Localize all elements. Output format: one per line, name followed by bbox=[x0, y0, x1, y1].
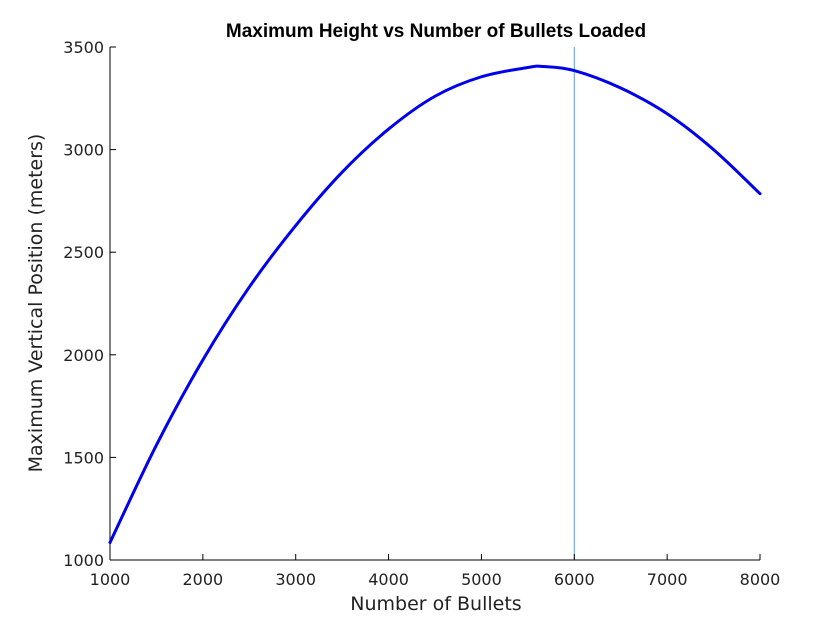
x-tick-label: 6000 bbox=[554, 570, 595, 589]
y-tick-label: 1500 bbox=[63, 448, 104, 467]
y-tick-label: 3500 bbox=[63, 38, 104, 57]
x-tick-label: 7000 bbox=[647, 570, 688, 589]
x-tick-label: 5000 bbox=[461, 570, 502, 589]
y-tick-label: 2500 bbox=[63, 243, 104, 262]
y-axis-label: Maximum Vertical Position (meters) bbox=[25, 134, 47, 473]
x-axis-label: Number of Bullets bbox=[350, 593, 521, 615]
x-tick-label: 4000 bbox=[368, 570, 409, 589]
x-tick-label: 1000 bbox=[90, 570, 131, 589]
series-group bbox=[108, 64, 762, 545]
y-tick-label: 3000 bbox=[63, 141, 104, 160]
x-tick-label: 8000 bbox=[740, 570, 781, 589]
y-tick-label: 1000 bbox=[63, 551, 104, 570]
chart-title: Maximum Height vs Number of Bullets Load… bbox=[226, 21, 646, 42]
x-tick-label: 2000 bbox=[182, 570, 223, 589]
axes bbox=[109, 47, 760, 561]
y-tick-label: 2000 bbox=[63, 346, 104, 365]
series-line-0 bbox=[108, 64, 762, 545]
x-tick-label: 3000 bbox=[275, 570, 316, 589]
ticks-group: 1000 2000 3000 4000 5000 6000 7000 8000 1000 1500… bbox=[63, 38, 780, 589]
